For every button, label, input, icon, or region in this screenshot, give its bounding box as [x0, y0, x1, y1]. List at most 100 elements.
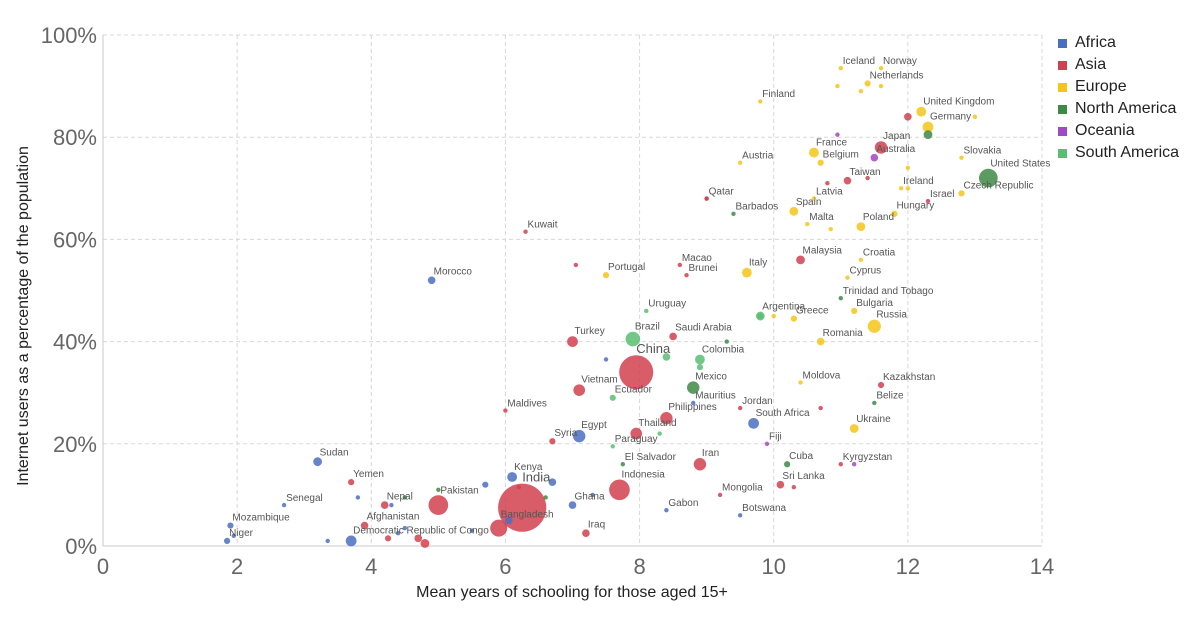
data-point[interactable]	[731, 211, 736, 217]
data-point[interactable]	[402, 525, 408, 531]
data-point[interactable]	[741, 267, 752, 278]
data-point[interactable]	[610, 444, 615, 449]
data-point[interactable]	[905, 165, 911, 171]
data-point[interactable]	[389, 502, 394, 508]
data-point[interactable]	[693, 458, 707, 471]
data-point[interactable]	[858, 257, 864, 263]
data-point[interactable]	[325, 538, 330, 544]
data-point[interactable]	[771, 313, 776, 319]
data-point[interactable]	[657, 431, 662, 436]
data-point[interactable]	[523, 229, 528, 234]
data-point[interactable]	[979, 168, 998, 188]
data-point[interactable]	[849, 424, 859, 433]
data-point[interactable]	[757, 312, 764, 320]
data-point[interactable]	[469, 528, 475, 533]
data-point[interactable]	[568, 501, 577, 509]
data-point[interactable]	[548, 478, 557, 486]
data-point[interactable]	[796, 255, 805, 265]
data-point[interactable]	[805, 221, 810, 227]
data-point[interactable]	[414, 534, 423, 543]
data-point[interactable]	[838, 462, 843, 467]
data-point[interactable]	[355, 495, 361, 500]
data-point[interactable]	[507, 472, 518, 482]
data-point[interactable]	[664, 508, 669, 513]
data-point[interactable]	[572, 429, 586, 443]
data-point[interactable]	[704, 196, 709, 201]
data-point[interactable]	[877, 381, 885, 389]
data-point[interactable]	[852, 462, 857, 467]
legend-item[interactable]: North America	[1058, 98, 1179, 120]
data-point[interactable]	[737, 160, 743, 165]
data-point[interactable]	[905, 186, 911, 191]
data-point[interactable]	[609, 479, 630, 501]
data-point[interactable]	[891, 210, 898, 217]
data-point[interactable]	[838, 295, 843, 301]
data-point[interactable]	[573, 384, 586, 396]
data-point[interactable]	[811, 196, 817, 201]
data-point[interactable]	[603, 357, 609, 362]
data-point[interactable]	[904, 112, 912, 121]
data-point[interactable]	[972, 114, 978, 119]
data-point[interactable]	[223, 537, 231, 545]
data-point[interactable]	[916, 106, 927, 117]
data-point[interactable]	[348, 479, 355, 486]
data-point[interactable]	[313, 457, 323, 467]
data-point[interactable]	[684, 272, 689, 278]
data-point[interactable]	[825, 180, 830, 186]
data-point[interactable]	[858, 89, 864, 94]
data-point[interactable]	[764, 441, 770, 446]
data-point[interactable]	[789, 206, 799, 216]
data-point[interactable]	[838, 66, 843, 71]
data-point[interactable]	[620, 462, 626, 467]
data-point[interactable]	[227, 522, 234, 529]
data-point[interactable]	[619, 355, 654, 390]
data-point[interactable]	[958, 190, 965, 197]
data-point[interactable]	[845, 275, 850, 280]
data-point[interactable]	[543, 495, 548, 500]
data-point[interactable]	[420, 539, 430, 548]
data-point[interactable]	[922, 121, 934, 133]
data-point[interactable]	[748, 417, 759, 429]
data-point[interactable]	[516, 485, 522, 490]
data-point[interactable]	[898, 186, 904, 191]
data-point[interactable]	[790, 315, 797, 322]
data-point[interactable]	[662, 353, 671, 361]
data-point[interactable]	[835, 83, 840, 89]
data-point[interactable]	[625, 331, 641, 347]
data-point[interactable]	[428, 495, 449, 515]
data-point[interactable]	[724, 339, 729, 344]
data-point[interactable]	[609, 394, 616, 401]
data-point[interactable]	[828, 226, 833, 232]
data-point[interactable]	[784, 461, 791, 468]
data-point[interactable]	[504, 516, 513, 525]
data-point[interactable]	[660, 412, 673, 425]
data-point[interactable]	[851, 307, 858, 315]
data-point[interactable]	[231, 533, 236, 538]
data-point[interactable]	[809, 147, 819, 158]
legend-item[interactable]: Europe	[1058, 76, 1179, 98]
data-point[interactable]	[695, 354, 705, 365]
data-point[interactable]	[818, 405, 823, 411]
data-point[interactable]	[776, 480, 785, 489]
data-point[interactable]	[865, 175, 870, 181]
legend-item[interactable]: Africa	[1058, 32, 1179, 54]
legend-item[interactable]: Asia	[1058, 54, 1179, 76]
data-point[interactable]	[874, 141, 888, 154]
data-point[interactable]	[737, 405, 743, 411]
data-point[interactable]	[427, 276, 436, 285]
data-point[interactable]	[402, 495, 408, 500]
data-point[interactable]	[436, 487, 441, 492]
data-point[interactable]	[864, 80, 871, 87]
data-point[interactable]	[717, 492, 723, 498]
data-point[interactable]	[798, 380, 803, 385]
data-point[interactable]	[878, 66, 884, 71]
data-point[interactable]	[816, 337, 825, 346]
legend-item[interactable]: Oceania	[1058, 120, 1179, 142]
data-point[interactable]	[870, 153, 879, 162]
data-point[interactable]	[380, 501, 389, 509]
data-point[interactable]	[872, 400, 877, 406]
data-point[interactable]	[567, 336, 578, 347]
data-point[interactable]	[482, 481, 489, 488]
data-point[interactable]	[687, 381, 700, 394]
data-point[interactable]	[345, 535, 357, 547]
